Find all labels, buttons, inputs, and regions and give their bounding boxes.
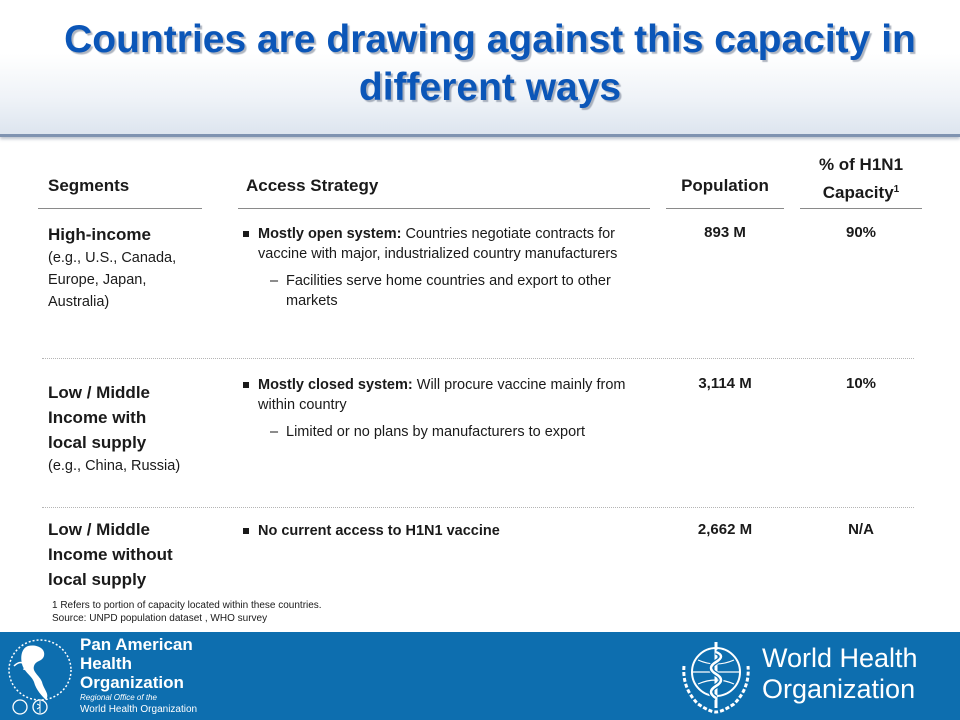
segment-example-line: (e.g., U.S., Canada, bbox=[48, 250, 177, 266]
header-access-strategy: Access Strategy bbox=[246, 176, 379, 195]
who-name: World Health Organization bbox=[762, 643, 918, 705]
strategy-bullet-bold: Mostly closed system: bbox=[258, 377, 413, 393]
header-rule-population bbox=[666, 208, 784, 209]
strategy-subpoint-text: Limited or no plans by manufacturers to … bbox=[286, 424, 586, 440]
segment-name-line: local supply bbox=[48, 433, 147, 452]
strategy-bullet: Mostly open system: Countries negotiate … bbox=[242, 224, 654, 264]
strategy-bullet: No current access to H1N1 vaccine bbox=[242, 521, 654, 541]
square-bullet-icon bbox=[243, 231, 249, 237]
header-capacity-line2-wrap: Capacity1 bbox=[796, 177, 926, 205]
population-low-middle-no-local: 2,662 M bbox=[697, 521, 753, 538]
segment-example-line: (e.g., China, Russia) bbox=[48, 458, 181, 474]
population-low-middle-local: 3,114 M bbox=[698, 375, 752, 392]
header-capacity-footnote-mark: 1 bbox=[893, 184, 900, 195]
header-rule-capacity bbox=[800, 208, 922, 209]
segment-high-income: High-income (e.g., U.S., Canada, Europe,… bbox=[48, 222, 238, 313]
paho-name-line: Organization bbox=[80, 673, 184, 692]
footnote-source: Source: UNPD population dataset , WHO su… bbox=[52, 613, 268, 624]
strategy-bullet-bold: No current access to H1N1 vaccine bbox=[258, 523, 500, 539]
row-divider bbox=[42, 358, 914, 359]
strategy-subpoint-text: Facilities serve home countries and expo… bbox=[286, 273, 611, 309]
square-bullet-icon bbox=[243, 528, 249, 534]
segment-name-line: local supply bbox=[48, 570, 147, 589]
paho-name-line: Pan American bbox=[80, 635, 193, 654]
capacity-high-income: 90% bbox=[845, 224, 877, 241]
dash-bullet-icon: – bbox=[270, 424, 279, 440]
access-strategy-low-middle-no-local: No current access to H1N1 vaccine bbox=[242, 521, 654, 541]
segment-name-line: Low / Middle bbox=[48, 383, 150, 402]
header-segments: Segments bbox=[48, 176, 130, 195]
access-strategy-high-income: Mostly open system: Countries negotiate … bbox=[242, 224, 654, 311]
header-capacity: % of H1N1 Capacity1 bbox=[796, 152, 926, 205]
header-capacity-line1: % of H1N1 bbox=[818, 155, 904, 174]
strategy-bullet-text: Will procure vaccine mainly from within … bbox=[258, 377, 626, 413]
title-band: Countries are drawing against this capac… bbox=[0, 0, 960, 137]
segment-name-line: Income with bbox=[48, 408, 147, 427]
strategy-bullet-bold: Mostly open system: bbox=[258, 226, 402, 242]
strategy-bullet-text: Countries negotiate contracts for vaccin… bbox=[258, 226, 618, 262]
paho-sub-line: Regional Office of the bbox=[80, 693, 157, 702]
header-rule-access bbox=[238, 208, 650, 209]
population-high-income: 893 M bbox=[704, 224, 746, 241]
capacity-low-middle-local: 10% bbox=[845, 375, 877, 392]
strategy-bullet: Mostly closed system: Will procure vacci… bbox=[242, 375, 654, 415]
who-name-line: World Health bbox=[762, 643, 918, 673]
segment-example-line: Australia) bbox=[48, 294, 110, 310]
header-rule-segments bbox=[38, 208, 202, 209]
paho-globe-logo-icon bbox=[8, 639, 72, 715]
header-population: Population bbox=[681, 176, 769, 195]
dash-bullet-icon: – bbox=[270, 273, 279, 289]
capacity-low-middle-no-local: N/A bbox=[848, 521, 874, 538]
segment-example-line: Europe, Japan, bbox=[48, 272, 147, 288]
row-divider bbox=[42, 507, 914, 508]
strategy-subpoint: – Limited or no plans by manufacturers t… bbox=[242, 422, 654, 442]
who-emblem-icon bbox=[682, 642, 750, 714]
paho-name-line: Health bbox=[80, 654, 132, 673]
footnote-capacity: 1 Refers to portion of capacity located … bbox=[52, 600, 322, 611]
segment-low-middle-no-local: Low / Middle Income without local supply bbox=[48, 517, 238, 592]
footnotes: 1 Refers to portion of capacity located … bbox=[52, 599, 322, 625]
slide-title: Countries are drawing against this capac… bbox=[64, 18, 916, 109]
segment-name-line: Income without bbox=[48, 545, 173, 564]
footer-band: Pan American Health Organization Regiona… bbox=[0, 632, 960, 720]
access-strategy-low-middle-local: Mostly closed system: Will procure vacci… bbox=[242, 375, 654, 442]
who-name-line: Organization bbox=[762, 674, 916, 704]
paho-sub-line: World Health Organization bbox=[80, 704, 198, 715]
segment-name-line: High-income bbox=[48, 225, 151, 244]
paho-regional-office: Regional Office of the World Health Orga… bbox=[80, 692, 197, 716]
paho-name: Pan American Health Organization bbox=[80, 635, 193, 692]
header-capacity-line2: Capacity bbox=[822, 183, 894, 202]
strategy-subpoint: – Facilities serve home countries and ex… bbox=[242, 271, 654, 311]
segment-name-line: Low / Middle bbox=[48, 520, 150, 539]
square-bullet-icon bbox=[243, 382, 249, 388]
segment-low-middle-local: Low / Middle Income with local supply (e… bbox=[48, 380, 238, 477]
